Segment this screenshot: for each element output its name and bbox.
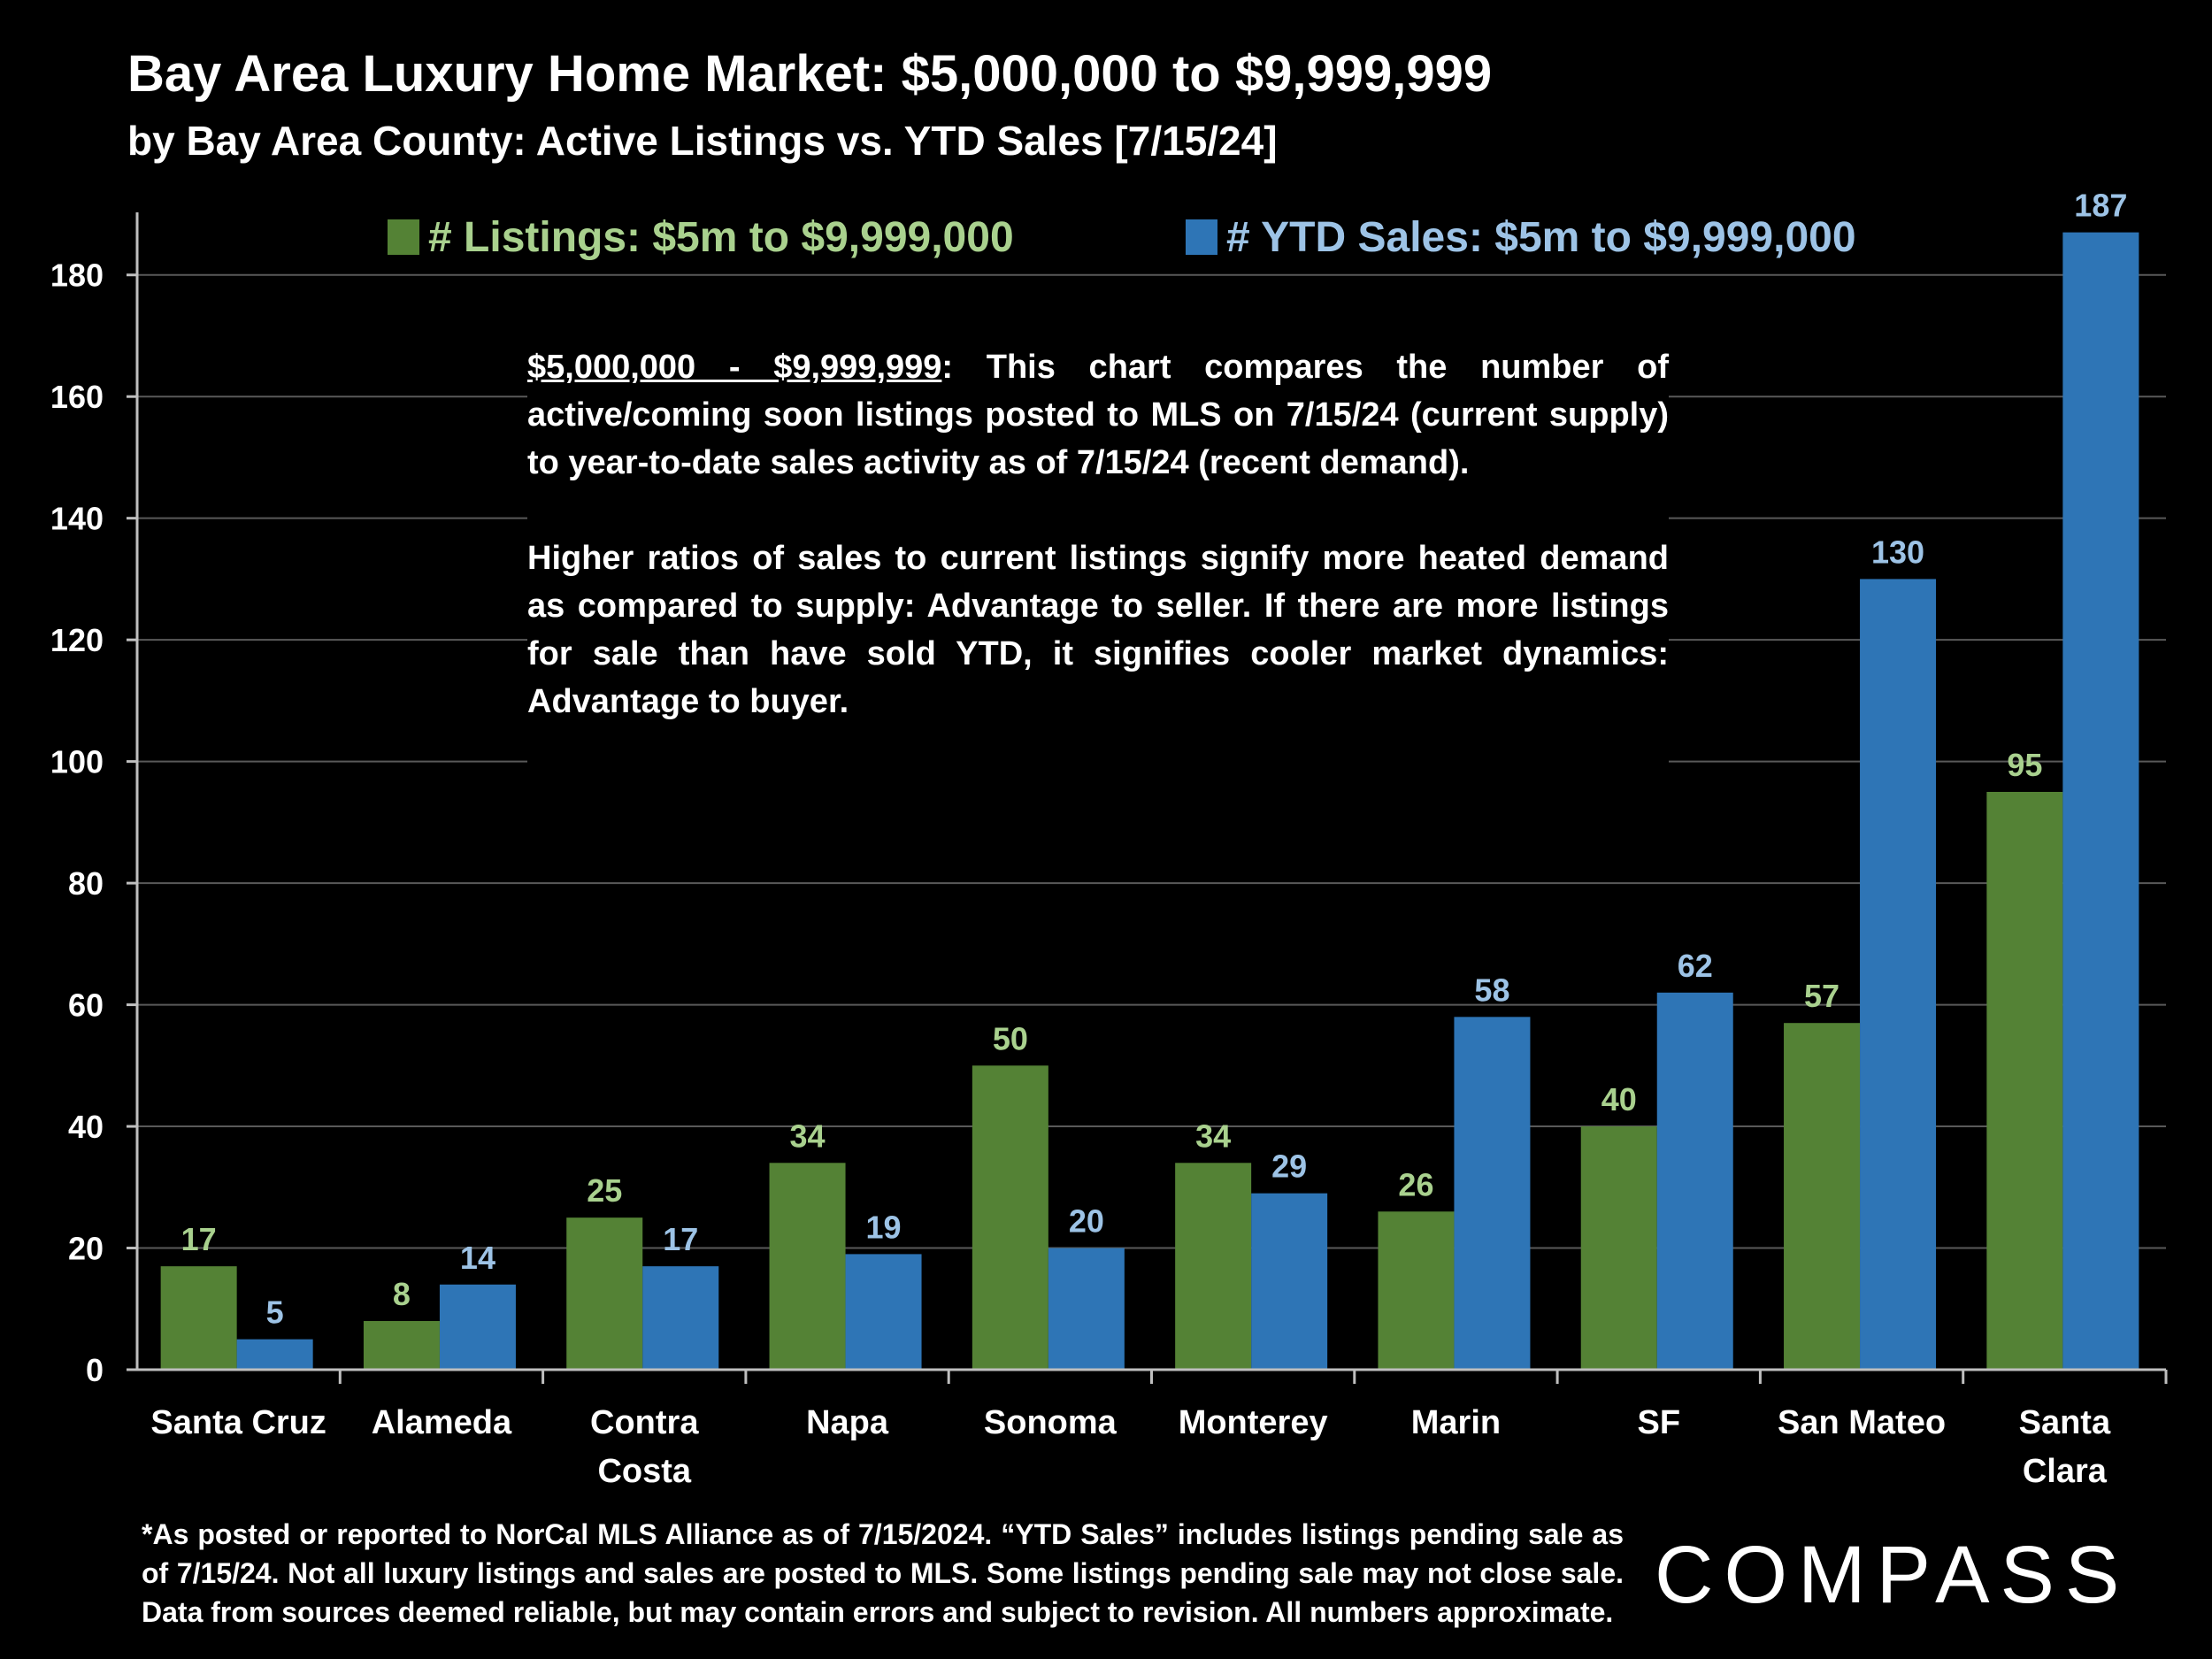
legend-listings: # Listings: $5m to $9,999,000 [428, 214, 1014, 261]
sales-bar [642, 1266, 719, 1370]
y-tick-label: 0 [86, 1352, 104, 1388]
sales-bar [236, 1339, 313, 1370]
listings-bar [1580, 1126, 1657, 1370]
listings-bar [1378, 1211, 1455, 1370]
note-paragraph-1: $5,000,000 - $9,999,999: This chart comp… [527, 343, 1669, 487]
listings-data-label: 95 [2007, 747, 2042, 783]
x-category-label: SF [1637, 1404, 1680, 1441]
listings-data-label: 8 [393, 1276, 411, 1312]
sales-bar [1048, 1248, 1125, 1370]
sales-bar [1860, 579, 1937, 1370]
y-tick-label: 80 [68, 865, 104, 902]
listings-bar [1784, 1023, 1861, 1370]
footnote: *As posted or reported to NorCal MLS All… [142, 1518, 1624, 1628]
listings-bar [1986, 792, 2063, 1370]
sales-data-label: 130 [1871, 534, 1924, 570]
y-tick-label: 100 [50, 744, 104, 780]
listings-data-label: 57 [1804, 978, 1839, 1014]
sales-bar [2062, 232, 2139, 1370]
listings-bar [972, 1065, 1048, 1370]
y-tick-label: 40 [68, 1109, 104, 1145]
y-tick-label: 140 [50, 501, 104, 537]
note-paragraph-1-text: : This chart compares the number of acti… [527, 349, 1669, 481]
listings-bar [566, 1217, 643, 1370]
x-category-label: Marin [1411, 1404, 1501, 1441]
sales-data-label: 17 [663, 1221, 698, 1257]
sales-bar [1251, 1193, 1328, 1370]
listings-bar [160, 1266, 237, 1370]
legend-swatch [388, 219, 419, 255]
x-category-label: Alameda [372, 1404, 512, 1441]
y-tick-label: 20 [68, 1231, 104, 1267]
listings-data-label: 50 [993, 1020, 1028, 1056]
x-category-label: Contra [590, 1404, 699, 1441]
sales-bar [845, 1254, 922, 1370]
x-category-label: Clara [2023, 1453, 2108, 1490]
sales-bar [1656, 992, 1733, 1370]
sales-data-label: 19 [866, 1209, 902, 1245]
y-tick-label: 160 [50, 379, 104, 415]
sales-data-label: 62 [1678, 948, 1713, 984]
sales-data-label: 187 [2074, 188, 2127, 224]
listings-bar [1175, 1163, 1252, 1370]
x-category-label: Santa Cruz [150, 1404, 326, 1441]
x-category-label: San Mateo [1778, 1404, 1946, 1441]
chart-subtitle: by Bay Area County: Active Listings vs. … [127, 118, 1278, 164]
compass-logo-text: COMPASS [1655, 1530, 2131, 1620]
listings-data-label: 34 [790, 1118, 826, 1154]
listings-data-label: 40 [1601, 1081, 1637, 1118]
listings-data-label: 25 [587, 1172, 622, 1209]
listings-data-label: 26 [1398, 1166, 1433, 1202]
x-category-label: Monterey [1179, 1404, 1328, 1441]
listings-bar [363, 1321, 440, 1370]
sales-bar [1454, 1017, 1531, 1370]
legend-sales: # YTD Sales: $5m to $9,999,000 [1226, 214, 1856, 261]
x-category-label: Sonoma [984, 1404, 1118, 1441]
x-category-label: Costa [597, 1453, 691, 1490]
y-tick-label: 60 [68, 987, 104, 1024]
sales-data-label: 20 [1069, 1203, 1104, 1240]
sales-data-label: 14 [460, 1240, 495, 1276]
chart-title: Bay Area Luxury Home Market: $5,000,000 … [127, 45, 1493, 103]
y-tick-label: 180 [50, 257, 104, 294]
listings-data-label: 34 [1195, 1118, 1231, 1154]
note-paragraph-2: Higher ratios of sales to current listin… [527, 540, 1669, 720]
listings-bar [769, 1163, 846, 1370]
compass-logo: COMPASS [1655, 1529, 2130, 1622]
note-price-range: $5,000,000 - $9,999,999 [527, 349, 942, 386]
x-category-label: Santa [2019, 1404, 2111, 1441]
sales-data-label: 58 [1474, 972, 1509, 1008]
listings-data-label: 17 [181, 1221, 217, 1257]
legend-swatch [1186, 219, 1217, 255]
explanation-note: $5,000,000 - $9,999,999: This chart comp… [527, 342, 1669, 775]
sales-bar [439, 1284, 516, 1370]
y-tick-label: 120 [50, 622, 104, 658]
sales-data-label: 5 [266, 1294, 284, 1331]
sales-data-label: 29 [1271, 1148, 1307, 1185]
x-category-label: Napa [806, 1404, 889, 1441]
